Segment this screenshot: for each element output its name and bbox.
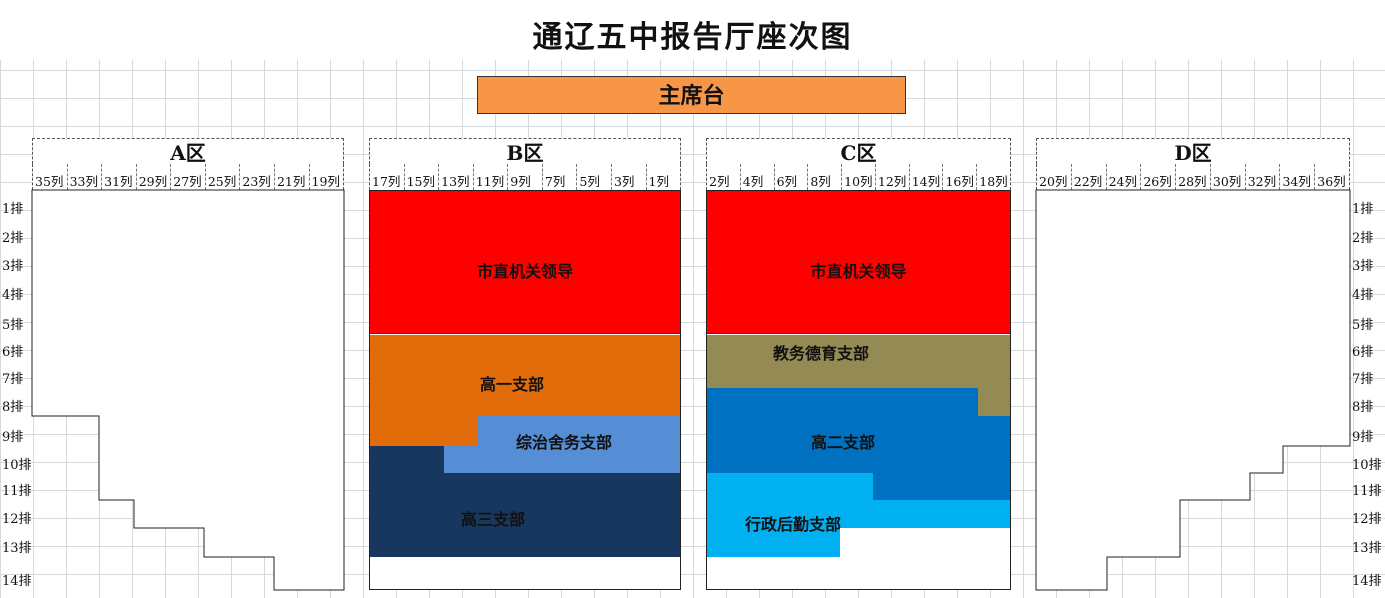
row-label: 2排: [2, 231, 24, 246]
row-label: 5排: [2, 318, 24, 333]
column-label: 2列: [707, 164, 741, 190]
column-label: 12列: [876, 164, 910, 190]
column-label: 13列: [439, 164, 474, 190]
c-leaders-label: 市直机关领导: [810, 262, 907, 281]
column-label: 16列: [943, 164, 978, 190]
zone-c-label: C区: [706, 138, 1011, 165]
row-label: 3排: [1352, 259, 1374, 274]
zone-b-label: B区: [369, 138, 681, 165]
c-grade2-label: 高二支部: [811, 433, 876, 452]
row-label: 10排: [2, 458, 32, 473]
column-label: 4列: [741, 164, 775, 190]
row-label: 3排: [2, 259, 24, 274]
column-label: 32列: [1246, 164, 1281, 190]
column-label: 7列: [543, 164, 578, 190]
row-label: 4排: [2, 288, 24, 303]
row-label: 6排: [1352, 345, 1374, 360]
row-label: 8排: [2, 400, 24, 415]
column-label: 6列: [775, 164, 809, 190]
column-label: 25列: [206, 164, 241, 190]
row-label: 11排: [1352, 484, 1382, 499]
column-label: 26列: [1141, 164, 1177, 190]
row-label: 12排: [2, 512, 32, 527]
row-label: 7排: [1352, 372, 1374, 387]
column-label: 30列: [1211, 164, 1246, 190]
column-label: 24列: [1107, 164, 1142, 190]
zone-b-column-header: 17列 15列 13列 11列 9列 7列 5列 3列 1列: [369, 164, 681, 190]
row-label: 4排: [1352, 288, 1374, 303]
row-label: 10排: [1352, 458, 1382, 473]
row-label: 12排: [1352, 512, 1382, 527]
row-label: 5排: [1352, 318, 1374, 333]
column-label: 18列: [979, 174, 1008, 189]
column-label: 33列: [68, 164, 103, 190]
column-label: 29列: [137, 164, 172, 190]
column-label: 23列: [240, 164, 275, 190]
row-label: 14排: [2, 574, 32, 589]
row-label: 13排: [1352, 541, 1382, 556]
b-grade3-label: 高三支部: [461, 510, 526, 529]
column-label: 21列: [275, 164, 310, 190]
zone-c-column-header: 2列 4列 6列 8列 10列 12列 14列 16列 18列: [706, 164, 1011, 190]
row-label: 1排: [1352, 202, 1374, 217]
column-label: 31列: [102, 164, 137, 190]
c-logistics-label: 行政后勤支部: [745, 515, 842, 534]
column-label: 1列: [648, 174, 669, 189]
row-label: 11排: [2, 484, 32, 499]
column-label: 28列: [1176, 164, 1211, 190]
column-label: 34列: [1280, 164, 1316, 190]
zone-d-label: D区: [1036, 138, 1350, 165]
column-label: 19列: [311, 174, 340, 189]
column-label: 8列: [808, 164, 843, 190]
column-label: 22列: [1072, 164, 1107, 190]
b-general-label: 综治舍务支部: [516, 433, 613, 452]
b-grade1-label: 高一支部: [480, 375, 545, 394]
row-label: 9排: [1352, 430, 1374, 445]
c-teaching-label: 教务德育支部: [773, 344, 870, 363]
column-label: 15列: [405, 164, 440, 190]
zone-d-column-header: 20列 22列 24列 26列 28列 30列 32列 34列 36列: [1036, 164, 1350, 190]
column-label: 17列: [370, 164, 405, 190]
row-label: 8排: [1352, 400, 1374, 415]
column-label: 10列: [842, 164, 876, 190]
column-label: 35列: [33, 164, 68, 190]
row-label: 13排: [2, 541, 32, 556]
row-label: 7排: [2, 372, 24, 387]
column-label: 9列: [508, 164, 543, 190]
column-label: 5列: [577, 164, 612, 190]
row-label: 9排: [2, 430, 24, 445]
row-label: 2排: [1352, 231, 1374, 246]
b-leaders-label: 市直机关领导: [476, 262, 573, 281]
column-label: 27列: [171, 164, 206, 190]
zone-a-label: A区: [32, 138, 344, 165]
column-label: 11列: [474, 164, 509, 190]
column-label: 36列: [1317, 174, 1346, 189]
row-label: 6排: [2, 345, 24, 360]
zone-c-leaders-block: [707, 191, 1010, 334]
page-title: 通辽五中报告厅座次图: [0, 12, 1385, 56]
column-label: 14列: [910, 164, 944, 190]
row-label: 1排: [2, 202, 24, 217]
column-label: 20列: [1037, 164, 1072, 190]
column-label: 3列: [612, 164, 647, 190]
podium: 主席台: [477, 76, 906, 114]
zone-b-leaders-block: [370, 191, 680, 334]
zone-a-column-header: 35列 33列 31列 29列 27列 25列 23列 21列 19列: [32, 164, 344, 190]
row-label: 14排: [1352, 574, 1382, 589]
